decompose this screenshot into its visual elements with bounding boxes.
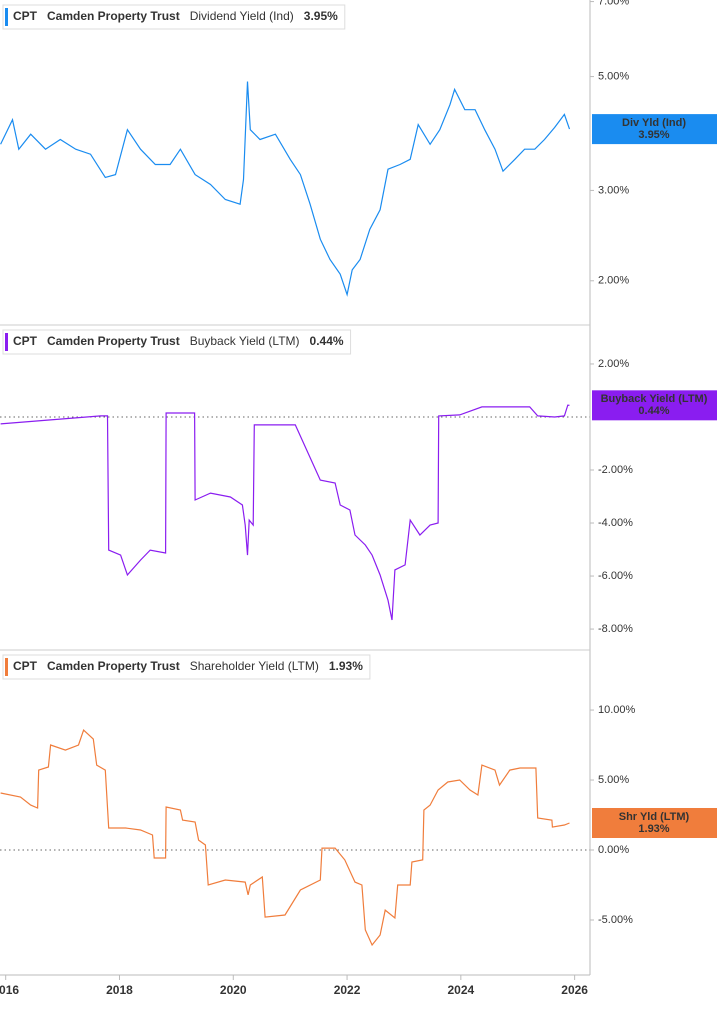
- series-line: [0, 404, 570, 621]
- legend-text: Dividend Yield (Ind): [190, 9, 294, 23]
- y-tick-label: 3.00%: [598, 184, 629, 196]
- series-line: [0, 81, 571, 297]
- y-tick-label: -2.00%: [598, 464, 633, 476]
- legend: CPT Camden Property Trust Shareholder Yiel…: [2, 654, 371, 680]
- badge-name: Div Yld (Ind): [622, 117, 686, 129]
- legend-text: Shareholder Yield (LTM): [190, 659, 319, 673]
- legend-box: [2, 329, 352, 355]
- y-tick-label: 7.00%: [598, 0, 629, 7]
- series-line: [0, 729, 570, 947]
- legend: CPT Camden Property Trust Dividend Yield (…: [2, 4, 346, 30]
- x-tick-label: 2026: [561, 983, 588, 997]
- legend-text: Camden Property Trust: [47, 9, 180, 23]
- legend-text: CPT: [13, 659, 38, 673]
- legend: CPT Camden Property Trust Buyback Yield (L…: [2, 329, 352, 355]
- value-badge: [592, 390, 717, 421]
- y-tick-label: 5.00%: [598, 774, 629, 786]
- legend-text: Camden Property Trust: [47, 334, 180, 348]
- legend-box: [2, 654, 371, 680]
- legend-text: Buyback Yield (LTM): [190, 334, 300, 348]
- y-tick-label: -4.00%: [598, 517, 633, 529]
- badge-name: Buyback Yield (LTM): [601, 393, 708, 405]
- badge-value: 3.95%: [638, 129, 669, 141]
- legend-box: [2, 4, 346, 30]
- x-tick-label: 2022: [334, 983, 361, 997]
- legend-swatch: [5, 8, 8, 26]
- legend-text: 3.95%: [304, 9, 338, 23]
- x-tick-label: 2024: [447, 983, 474, 997]
- y-tick-label: -5.00%: [598, 914, 633, 926]
- value-badge: [592, 807, 717, 838]
- badge-value: 0.44%: [638, 405, 669, 417]
- value-badge: [592, 114, 717, 145]
- badge-name: Shr Yld (LTM): [619, 811, 690, 823]
- x-tick-label: 2020: [220, 983, 247, 997]
- legend-text: CPT: [13, 334, 38, 348]
- badge-value: 1.93%: [638, 823, 669, 835]
- y-tick-label: 2.00%: [598, 275, 629, 287]
- y-tick-label: -6.00%: [598, 570, 633, 582]
- legend-text: 0.44%: [310, 334, 344, 348]
- legend-swatch: [5, 333, 8, 351]
- y-tick-label: -8.00%: [598, 623, 633, 635]
- y-tick-label: 0.00%: [598, 844, 629, 856]
- y-tick-label: 10.00%: [598, 704, 636, 716]
- y-tick-label: 2.00%: [598, 358, 629, 370]
- x-tick-label: 2018: [106, 983, 133, 997]
- legend-text: Camden Property Trust: [47, 659, 180, 673]
- legend-text: CPT: [13, 9, 38, 23]
- x-tick-label: 2016: [0, 983, 19, 997]
- y-tick-label: 5.00%: [598, 70, 629, 82]
- legend-swatch: [5, 658, 8, 676]
- legend-text: 1.93%: [329, 659, 363, 673]
